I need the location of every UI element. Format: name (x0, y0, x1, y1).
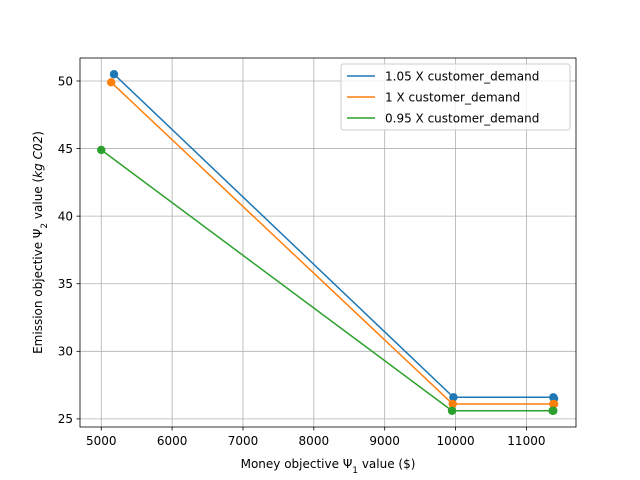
data-point (447, 406, 457, 415)
legend-entry: 1 X customer_demand (385, 90, 520, 104)
x-axis-label: Money objective Ψ1 value ($) (241, 457, 416, 476)
x-tick-label: 5000 (86, 434, 117, 448)
grid (80, 58, 576, 427)
y-tick-label: 50 (58, 74, 73, 88)
data-point (448, 399, 457, 409)
y-tick-label: 45 (58, 142, 73, 156)
series-group (97, 70, 559, 415)
data-point (97, 145, 106, 155)
legend-box (340, 63, 571, 131)
x-tick-label: 8000 (299, 434, 330, 448)
legend-entry: 0.95 X customer_demand (385, 111, 539, 125)
x-tick-label: 11000 (507, 434, 545, 448)
x-tick-label: 7000 (228, 434, 259, 448)
legend: 1.05 X customer_demand 1 X customer_deman… (340, 63, 571, 131)
data-point (549, 406, 558, 415)
data-point (109, 70, 119, 79)
data-point (106, 78, 116, 87)
x-tick-label: 6000 (157, 434, 188, 448)
ticks: 5000 6000 7000 8000 9000 10000 11000 25 30 35 40 45… (58, 74, 546, 448)
y-axis-label: Emission objective Ψ2 value (kg C02) (31, 131, 50, 354)
plot-frame (79, 57, 577, 428)
data-point (549, 399, 559, 409)
x-tick-label: 9000 (369, 434, 400, 448)
y-tick-label: 35 (58, 277, 73, 291)
data-point (449, 393, 458, 402)
y-tick-label: 25 (58, 412, 73, 426)
x-tick-label: 10000 (436, 434, 474, 448)
legend-entry: 1.05 X customer_demand (385, 69, 539, 83)
y-tick-label: 40 (58, 209, 73, 223)
y-tick-label: 30 (58, 345, 73, 359)
